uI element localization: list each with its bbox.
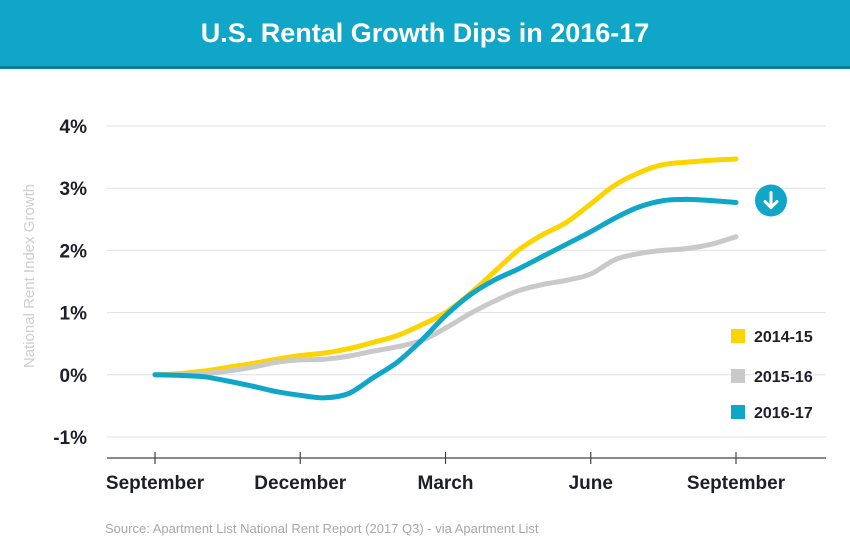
title-bar: U.S. Rental Growth Dips in 2016-17: [0, 0, 850, 69]
y-tick-labels: 4% 3% 2% 1% 0% -1%: [53, 117, 87, 449]
chart-title: U.S. Rental Growth Dips in 2016-17: [200, 18, 650, 48]
series-line-2015-16: [152, 234, 739, 378]
down-arrow-icon: [755, 184, 787, 217]
x-tick-labels: September December March June September: [106, 473, 786, 494]
y-tick-label: 2%: [60, 241, 88, 262]
legend-swatch-2014-15: [731, 329, 745, 343]
series-lines: [152, 156, 739, 401]
y-tick-label: -1%: [53, 428, 87, 449]
x-tick-label: June: [569, 473, 613, 494]
legend: 2014-15 2015-16 2016-17: [731, 329, 813, 422]
legend-label: 2014-15: [754, 329, 813, 346]
x-tick-label: December: [254, 473, 346, 494]
series-line-2014-15: [152, 156, 739, 378]
grid-lines: [107, 125, 826, 438]
legend-label: 2016-17: [754, 405, 813, 422]
x-axis: [107, 452, 826, 464]
legend-swatch-2015-16: [731, 369, 745, 383]
annotation: [755, 184, 787, 217]
x-tick-label: March: [418, 473, 474, 494]
legend-label: 2015-16: [754, 369, 813, 386]
y-axis-label: National Rent Index Growth: [21, 184, 38, 368]
series-line-2016-17: [152, 196, 739, 401]
y-tick-label: 3%: [60, 179, 88, 200]
x-tick-label: September: [106, 473, 205, 494]
x-tick-label: September: [687, 473, 786, 494]
y-tick-label: 4%: [60, 117, 88, 138]
legend-swatch-2016-17: [731, 405, 745, 419]
source-note: Source: Apartment List National Rent Rep…: [105, 521, 539, 536]
y-tick-label: 0%: [60, 366, 88, 387]
y-tick-label: 1%: [60, 304, 88, 325]
